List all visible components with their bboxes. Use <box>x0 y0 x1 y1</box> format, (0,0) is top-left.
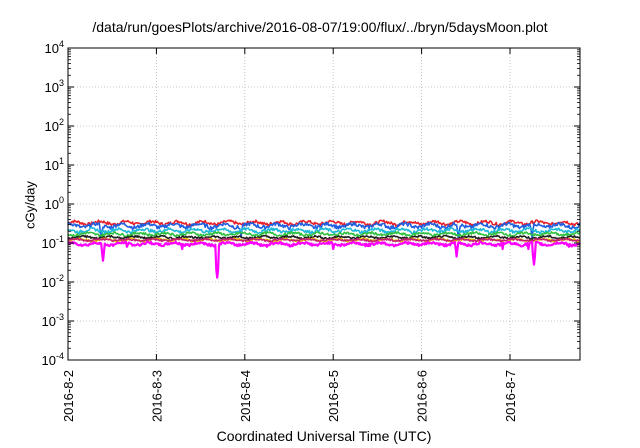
series-line <box>67 237 581 243</box>
y-tick-label: 10-3 <box>42 312 64 329</box>
grid <box>68 48 580 360</box>
series-line <box>67 231 581 238</box>
y-tick-label: 10-2 <box>42 273 64 290</box>
x-tick-label: 2016-8-2 <box>61 370 76 422</box>
series-line <box>67 234 581 241</box>
x-tick-label: 2016-8-5 <box>326 370 341 422</box>
y-tick-label: 103 <box>45 78 64 95</box>
series-line <box>67 226 581 235</box>
chart-title: /data/run/goesPlots/archive/2016-08-07/1… <box>92 19 548 35</box>
y-tick-label: 10-1 <box>42 234 64 251</box>
series-line <box>67 221 581 240</box>
x-axis-label: Coordinated Universal Time (UTC) <box>216 428 432 444</box>
x-tick-label: 2016-8-3 <box>149 370 164 422</box>
y-tick-label: 10-4 <box>42 351 64 368</box>
y-tick-label: 102 <box>45 117 64 134</box>
ticks: 10-4 10-3 10-2 10-1 100 101 102 103 104 2016-8-2 2… <box>42 39 580 422</box>
x-tick-label: 2016-8-4 <box>238 370 253 422</box>
y-tick-label: 104 <box>45 39 64 56</box>
y-tick-label: 100 <box>45 195 64 212</box>
series-layer <box>67 219 581 279</box>
y-tick-label: 101 <box>45 156 64 173</box>
x-tick-label: 2016-8-7 <box>503 370 518 422</box>
x-tick-label: 2016-8-6 <box>415 370 430 422</box>
series-line <box>67 240 581 279</box>
